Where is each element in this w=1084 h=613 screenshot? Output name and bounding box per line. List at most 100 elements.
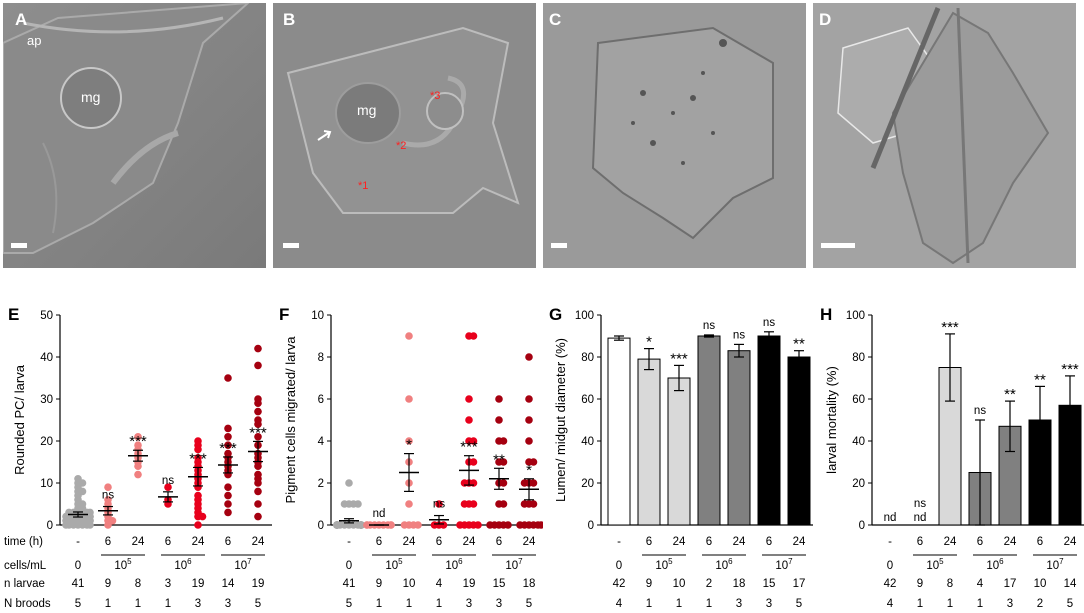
- data-point: [86, 517, 94, 525]
- concentration-exponent: 7: [518, 557, 523, 566]
- concentration-exponent: 6: [458, 557, 463, 566]
- data-point: [345, 479, 353, 487]
- y-tick-label: 20: [852, 478, 865, 490]
- data-point: [499, 500, 508, 508]
- n-larvae-value: 17: [793, 578, 806, 590]
- panel-letter-e: E: [8, 305, 19, 324]
- n-broods-value: 3: [496, 598, 502, 610]
- y-tick-label: 30: [40, 394, 53, 406]
- concentration-exponent: 5: [939, 557, 944, 566]
- data-point: [529, 500, 538, 508]
- significance-label: ns: [162, 475, 174, 487]
- y-tick-label: 80: [852, 352, 865, 364]
- data-point: [499, 458, 508, 466]
- data-point: [435, 500, 443, 508]
- data-point: [469, 332, 478, 340]
- panel-c-letter: C: [549, 10, 561, 29]
- scale-bar: [551, 243, 567, 248]
- data-point: [86, 508, 94, 517]
- n-larvae-value: 10: [403, 578, 416, 590]
- data-point: [405, 332, 413, 340]
- n-broods-value: 5: [796, 598, 802, 610]
- panel-d-letter: D: [819, 10, 831, 29]
- n-larvae-value: 42: [613, 578, 626, 590]
- significance-label: ***: [249, 424, 267, 441]
- concentration-exponent: 7: [1059, 557, 1064, 566]
- significance-label: ***: [460, 439, 478, 456]
- data-point: [537, 521, 543, 529]
- significance-label: **: [1034, 371, 1046, 388]
- data-point: [405, 500, 413, 508]
- significance-label: *: [406, 437, 412, 454]
- data-point: [254, 361, 262, 370]
- data-point: [520, 479, 529, 487]
- concentration-value: 106: [445, 557, 463, 572]
- bar: [727, 350, 751, 526]
- concentration-value: 107: [775, 557, 793, 572]
- marker-1: *1: [358, 180, 368, 192]
- significance-label: ns: [974, 405, 986, 417]
- panel-a-letter: A: [15, 10, 27, 29]
- bottom-label: nd: [884, 512, 897, 524]
- y-tick-label: 0: [588, 520, 594, 532]
- data-point: [499, 437, 508, 445]
- concentration-exponent: 7: [247, 557, 252, 566]
- n-larvae-value: 4: [977, 578, 984, 590]
- label-mg-b: mg: [357, 102, 376, 118]
- data-point: [405, 395, 413, 403]
- data-point: [254, 512, 262, 521]
- label-mg-a: mg: [81, 89, 100, 105]
- n-larvae-value: 4: [436, 578, 443, 590]
- time-value: 6: [225, 536, 231, 548]
- significance-label: *: [646, 334, 652, 351]
- data-point: [504, 521, 512, 529]
- concentration-value: 106: [174, 557, 192, 572]
- data-point: [254, 395, 262, 403]
- n-broods-value: 5: [255, 598, 261, 610]
- data-point: [194, 496, 202, 504]
- n-broods-value: 1: [105, 598, 111, 610]
- significance-label: ns: [914, 498, 926, 510]
- scale-bar: [283, 243, 299, 248]
- time-value: 24: [132, 536, 145, 548]
- panel-letter-g: G: [549, 305, 562, 324]
- n-larvae-value: 8: [135, 578, 141, 590]
- n-larvae-value: 14: [222, 578, 235, 590]
- data-point: [254, 433, 262, 441]
- data-point: [529, 458, 538, 466]
- significance-label: ***: [189, 450, 207, 467]
- data-point: [194, 521, 202, 529]
- data-point: [224, 424, 232, 433]
- n-broods-value: 1: [947, 598, 953, 610]
- data-point: [414, 521, 422, 529]
- time-value: 24: [733, 536, 746, 548]
- data-point: [469, 437, 478, 445]
- marker-2: *2: [396, 140, 406, 152]
- concentration-value: 105: [114, 557, 132, 572]
- bar: [637, 358, 661, 526]
- time-value: -: [76, 536, 80, 548]
- concentration-exponent: 5: [398, 557, 403, 566]
- y-tick-label: 20: [581, 478, 594, 490]
- y-tick-label: 0: [318, 520, 324, 532]
- y-axis-label: larval mortality (%): [824, 366, 839, 474]
- y-tick-label: 8: [318, 352, 324, 364]
- data-point: [134, 433, 142, 441]
- significance-label: ***: [1061, 361, 1079, 378]
- y-axis-label: Lumen/ midgut diameter (%): [553, 338, 568, 502]
- time-value: 24: [403, 536, 416, 548]
- time-value: 24: [944, 536, 957, 548]
- n-larvae-value: 18: [733, 578, 746, 590]
- concentration-value: 0: [75, 560, 81, 572]
- concentration-value: 106: [715, 557, 733, 572]
- time-value: 6: [376, 536, 382, 548]
- y-axis-label: Pigment cells migrated/ larva: [283, 336, 298, 504]
- y-tick-label: 40: [581, 436, 594, 448]
- concentration-value: 106: [986, 557, 1004, 572]
- significance-label: ***: [941, 319, 959, 336]
- n-broods-value: 3: [736, 598, 742, 610]
- data-point: [134, 441, 142, 449]
- n-larvae-value: 10: [1034, 578, 1047, 590]
